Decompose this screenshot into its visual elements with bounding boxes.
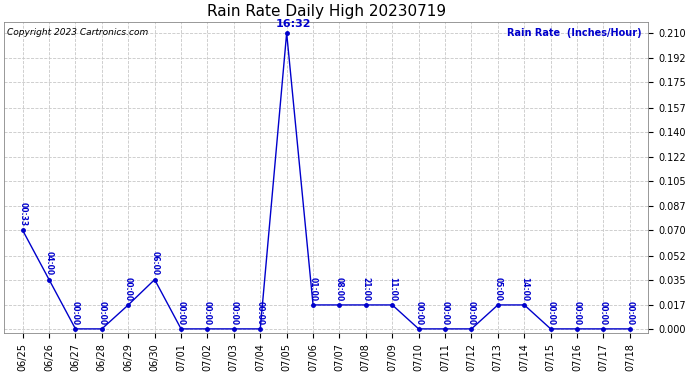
Text: 00:00: 00:00: [177, 301, 186, 325]
Text: 01:00: 01:00: [308, 277, 317, 301]
Text: 00:00: 00:00: [71, 301, 80, 325]
Text: Rain Rate  (Inches/Hour): Rain Rate (Inches/Hour): [507, 28, 642, 38]
Text: 00:00: 00:00: [256, 301, 265, 325]
Text: Copyright 2023 Cartronics.com: Copyright 2023 Cartronics.com: [8, 28, 148, 37]
Text: 08:00: 08:00: [335, 276, 344, 301]
Text: 05:00: 05:00: [493, 277, 502, 301]
Text: 11:00: 11:00: [388, 277, 397, 301]
Text: 00:00: 00:00: [124, 277, 132, 301]
Title: Rain Rate Daily High 20230719: Rain Rate Daily High 20230719: [207, 4, 446, 19]
Text: 00:33: 00:33: [18, 202, 27, 226]
Text: 16:32: 16:32: [275, 19, 311, 29]
Text: 00:00: 00:00: [229, 301, 238, 325]
Text: 00:00: 00:00: [599, 301, 608, 325]
Text: 21:00: 21:00: [362, 277, 371, 301]
Text: 06:00: 06:00: [150, 251, 159, 275]
Text: 00:00: 00:00: [467, 301, 476, 325]
Text: 00:00: 00:00: [414, 301, 423, 325]
Text: 00:00: 00:00: [625, 301, 634, 325]
Text: 04:00: 04:00: [45, 251, 54, 275]
Text: 00:00: 00:00: [546, 301, 555, 325]
Text: 00:00: 00:00: [441, 301, 450, 325]
Text: 00:00: 00:00: [203, 301, 212, 325]
Text: 00:00: 00:00: [97, 301, 106, 325]
Text: 00:00: 00:00: [573, 301, 582, 325]
Text: 14:00: 14:00: [520, 277, 529, 301]
